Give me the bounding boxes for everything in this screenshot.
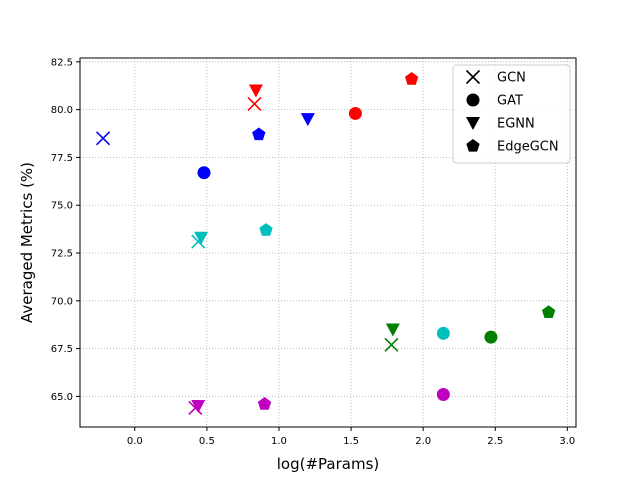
x-tick-label: 3.0 <box>559 436 575 447</box>
legend-label-gcn: GCN <box>497 71 526 86</box>
legend-marker-edgegcn <box>466 139 480 152</box>
y-tick-label: 67.5 <box>51 344 73 355</box>
point-edgegcn <box>541 305 556 318</box>
point-edgegcn <box>252 127 266 141</box>
point-gcn <box>96 131 111 146</box>
y-axis-label: Averaged Metrics (%) <box>18 162 36 323</box>
x-tick-label: 0.0 <box>127 436 143 447</box>
legend-marker-gcn <box>465 69 481 85</box>
legend-frame <box>452 64 571 164</box>
point-gat <box>436 387 450 401</box>
axis-ticks: 0.0 0.5 1.0 1.5 2.0 2.5 3.0 65.0 67.5 70.0 72.5 75.… <box>51 57 576 447</box>
y-tick-label: 80.0 <box>51 105 73 116</box>
point-gat <box>197 166 211 180</box>
legend: GCN GAT EGNN EdgeGCN <box>452 64 571 164</box>
point-egnn <box>191 399 206 413</box>
x-tick-label: 2.5 <box>487 436 503 447</box>
x-tick-label: 1.0 <box>271 436 287 447</box>
y-tick-label: 75.0 <box>51 201 73 212</box>
legend-label-edgegcn: EdgeGCN <box>497 140 559 155</box>
point-egnn <box>194 231 209 245</box>
legend-label-egnn: EGNN <box>497 117 535 132</box>
x-tick-label: 0.5 <box>199 436 215 447</box>
point-edgegcn <box>404 72 419 85</box>
legend-marker-egnn <box>466 117 480 130</box>
point-edgegcn <box>257 397 272 410</box>
data-points <box>96 72 556 415</box>
legend-label-gat: GAT <box>497 94 523 109</box>
point-egnn <box>248 84 263 98</box>
point-egnn <box>300 113 315 127</box>
point-gcn <box>384 337 399 352</box>
point-gat <box>436 326 450 340</box>
y-tick-label: 72.5 <box>51 249 73 260</box>
point-gcn <box>247 96 262 111</box>
x-tick-label: 2.0 <box>415 436 431 447</box>
y-tick-label: 77.5 <box>51 153 73 164</box>
x-tick-label: 1.5 <box>343 436 359 447</box>
x-axis-label: log(#Params) <box>277 455 380 473</box>
point-edgegcn <box>259 223 273 236</box>
point-gat <box>484 330 498 344</box>
plot-frame <box>79 57 577 428</box>
y-tick-label: 82.5 <box>51 57 73 68</box>
y-tick-label: 70.0 <box>51 296 73 307</box>
point-gat <box>348 106 362 120</box>
legend-marker-gat <box>466 93 480 107</box>
y-tick-label: 65.0 <box>51 392 73 403</box>
point-egnn <box>385 323 400 337</box>
